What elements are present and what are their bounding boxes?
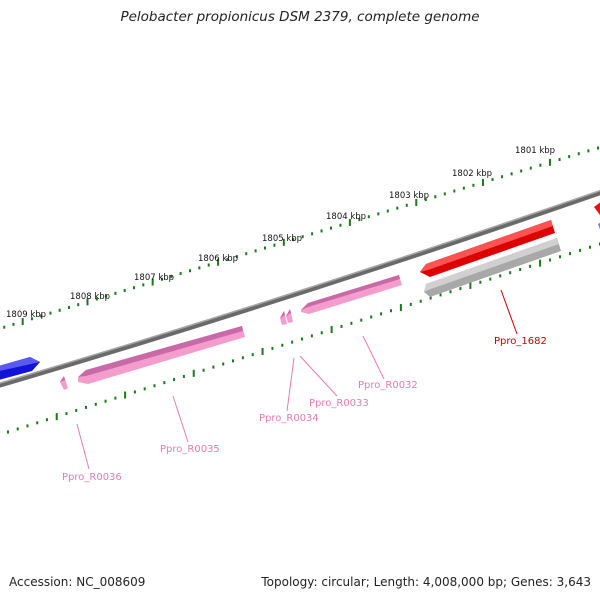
cds-blue-feature[interactable] <box>0 357 40 381</box>
scale-label: 1809 kbp <box>6 310 46 320</box>
scale-labels: 1801 kbp 1802 kbp 1803 kbp 1804 kbp 1805 kbp… <box>6 146 555 320</box>
scale-label: 1804 kbp <box>326 212 366 222</box>
gene-ppro-r0035[interactable] <box>78 326 245 384</box>
gene-label-ppro-r0035: Ppro_R0035 <box>160 444 220 455</box>
leader-line-ppro-1682 <box>500 289 518 335</box>
gene-label-ppro-r0034: Ppro_R0034 <box>259 413 319 424</box>
scale-label: 1808 kbp <box>70 292 110 302</box>
gene-label-ppro-r0036: Ppro_R0036 <box>62 472 122 483</box>
scale-label: 1807 kbp <box>134 273 174 283</box>
leader-line-ppro-r0036 <box>76 423 90 470</box>
gene-label-ppro-1682: Ppro_1682 <box>494 336 547 347</box>
accession-label: Accession: NC_008609 <box>9 575 146 589</box>
gene-ppro-r0034[interactable] <box>280 311 287 325</box>
scale-label: 1805 kbp <box>262 234 302 244</box>
inner-tick-ring <box>7 242 600 434</box>
cds-red-partial-feature[interactable] <box>594 201 600 215</box>
gene-ppro-1682[interactable] <box>420 220 555 277</box>
scale-label: 1806 kbp <box>198 254 238 264</box>
scale-label: 1801 kbp <box>515 146 555 156</box>
scale-label: 1803 kbp <box>389 191 429 201</box>
leader-line-ppro-r0032 <box>362 335 385 380</box>
genome-backbone <box>0 190 600 388</box>
genome-summary: Topology: circular; Length: 4,008,000 bp… <box>261 575 591 589</box>
map-title: Pelobacter propionicus DSM 2379, complet… <box>120 9 480 25</box>
outer-tick-ring <box>3 146 599 329</box>
cds-grey-feature[interactable] <box>424 238 561 297</box>
leader-line-ppro-r0033 <box>299 355 338 397</box>
gene-ppro-r0033[interactable] <box>286 309 293 323</box>
scale-label: 1802 kbp <box>452 169 492 179</box>
gene-ppro-r0036[interactable] <box>60 376 68 390</box>
gene-ppro-r0032[interactable] <box>301 275 402 314</box>
gene-label-ppro-r0032: Ppro_R0032 <box>358 380 418 391</box>
leader-line-ppro-r0034 <box>286 357 295 412</box>
gene-label-ppro-r0033: Ppro_R0033 <box>309 398 369 409</box>
genome-backbone-highlight <box>0 189 600 384</box>
leader-line-ppro-r0035 <box>172 395 189 443</box>
